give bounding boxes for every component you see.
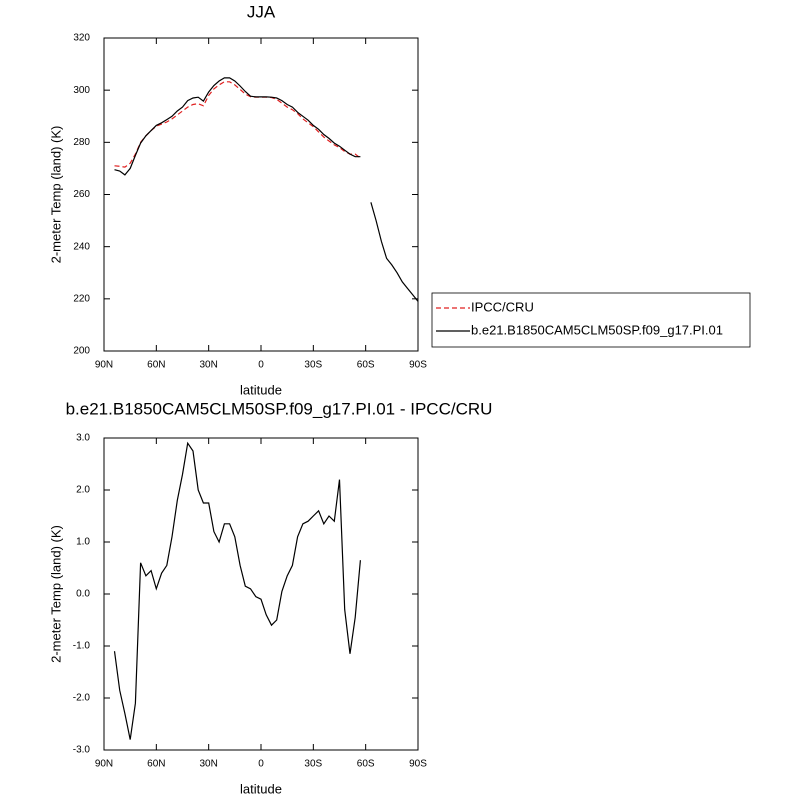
x-tick-label: 60N <box>147 360 165 371</box>
legend-label: b.e21.B1850CAM5CLM50SP.f09_g17.PI.01 <box>471 322 723 337</box>
legend-label: IPCC/CRU <box>471 299 534 314</box>
series-line <box>114 81 361 168</box>
y-tick-label: -3.0 <box>73 745 91 756</box>
chart-title: b.e21.B1850CAM5CLM50SP.f09_g17.PI.01 - I… <box>66 399 493 418</box>
series-line <box>114 77 419 302</box>
plot-frame <box>103 437 419 751</box>
x-tick-label: 30N <box>199 759 217 770</box>
x-axis-label: latitude <box>240 781 282 796</box>
x-tick-label: 90N <box>95 759 113 770</box>
x-tick-label: 90S <box>409 759 427 770</box>
chart-title: JJA <box>247 2 276 21</box>
x-tick-label: 30N <box>199 360 217 371</box>
x-axis-label: latitude <box>240 382 282 397</box>
y-tick-label: 200 <box>73 346 90 357</box>
x-tick-label: 0 <box>258 360 264 371</box>
x-tick-label: 90N <box>95 360 113 371</box>
x-tick-label: 60S <box>357 360 375 371</box>
y-tick-label: 0.0 <box>76 589 90 600</box>
x-tick-label: 60S <box>357 759 375 770</box>
y-tick-label: 3.0 <box>76 433 90 444</box>
x-tick-label: 60N <box>147 759 165 770</box>
y-tick-label: 280 <box>73 137 90 148</box>
x-tick-label: 30S <box>304 360 322 371</box>
y-tick-label: -2.0 <box>73 693 91 704</box>
x-tick-label: 30S <box>304 759 322 770</box>
y-axis-label: 2-meter Temp (land) (K) <box>48 126 63 264</box>
y-tick-label: 2.0 <box>76 485 90 496</box>
y-tick-label: 300 <box>73 85 90 96</box>
y-axis-label: 2-meter Temp (land) (K) <box>48 525 63 663</box>
x-tick-label: 0 <box>258 759 264 770</box>
legend-box <box>431 292 751 348</box>
y-tick-label: 240 <box>73 241 90 252</box>
y-tick-label: -1.0 <box>73 641 91 652</box>
series-line <box>113 441 361 740</box>
x-tick-label: 90S <box>409 360 427 371</box>
y-tick-label: 220 <box>73 293 90 304</box>
plot-frame <box>103 37 419 352</box>
y-tick-label: 260 <box>73 189 90 200</box>
y-tick-label: 320 <box>73 33 90 44</box>
y-tick-label: 1.0 <box>76 537 90 548</box>
